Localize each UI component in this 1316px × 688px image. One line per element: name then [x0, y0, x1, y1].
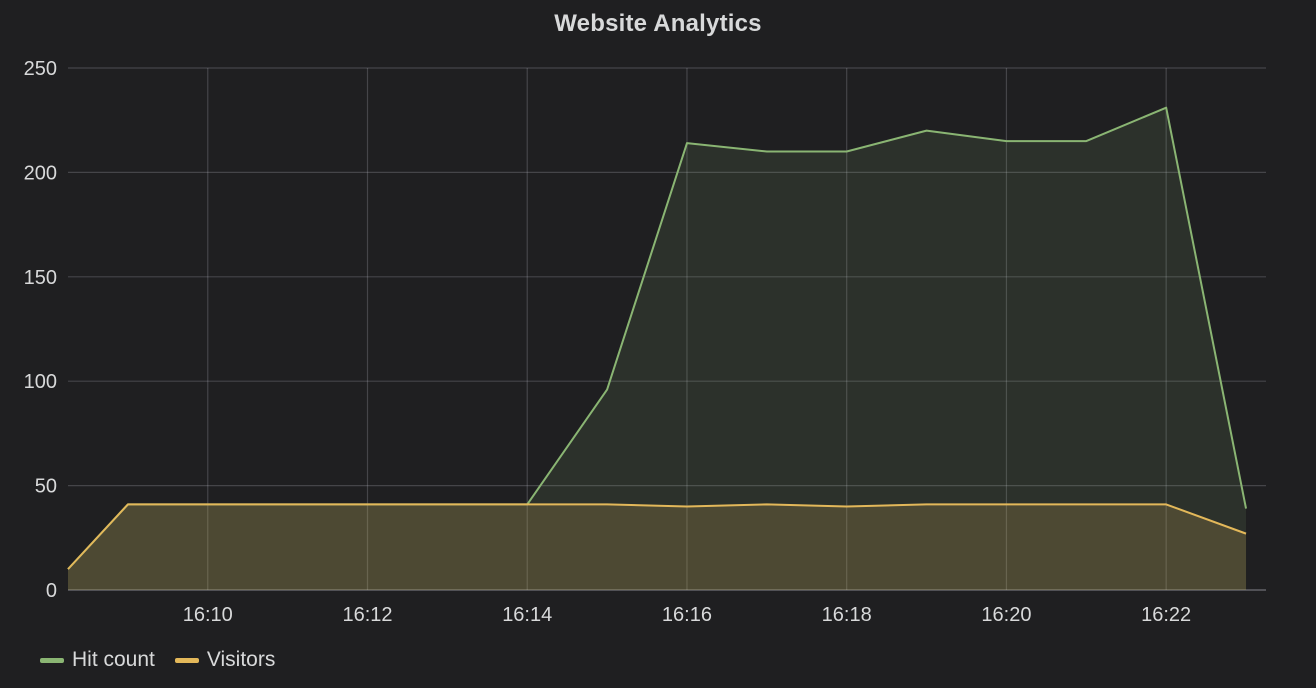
- area-layer: [68, 107, 1247, 590]
- x-tick-label-1: 16:12: [342, 604, 392, 626]
- legend-label-hit-count: Hit count: [72, 648, 155, 671]
- x-tick-label-3: 16:16: [662, 604, 712, 626]
- x-tick-label-5: 16:20: [981, 604, 1031, 626]
- grid-layer: [68, 67, 1266, 591]
- y-tick-label-150: 150: [24, 267, 57, 289]
- legend-swatch-visitors: [174, 657, 199, 663]
- legend: Hit count Visitors: [40, 648, 275, 672]
- area-hit-count: [68, 107, 1247, 590]
- y-tick-label-200: 200: [24, 162, 57, 184]
- area-visitors: [68, 504, 1247, 590]
- line-layer: [67, 106, 1248, 570]
- x-tick-label-2: 16:14: [502, 604, 552, 626]
- x-tick-label-0: 16:10: [183, 604, 233, 626]
- legend-item-visitors[interactable]: Visitors: [174, 648, 276, 672]
- series-line-visitors: [67, 503, 1247, 570]
- y-tick-label-0: 0: [46, 580, 57, 602]
- y-tick-label-250: 250: [24, 58, 57, 80]
- legend-label-visitors: Visitors: [206, 648, 276, 671]
- y-axis-ticks: 0 50 100 150 200 250: [24, 58, 57, 602]
- legend-item-hit-count[interactable]: Hit count: [40, 648, 155, 672]
- x-axis-ticks: 16:10 16:12 16:14 16:16 16:18 16:20 16:22: [183, 604, 1191, 626]
- chart-title: Website Analytics: [554, 10, 762, 37]
- x-tick-label-6: 16:22: [1141, 604, 1191, 626]
- legend-swatch-hit-count: [40, 657, 64, 663]
- y-tick-label-50: 50: [35, 476, 57, 498]
- x-tick-label-4: 16:18: [822, 604, 872, 626]
- y-tick-label-100: 100: [24, 371, 57, 393]
